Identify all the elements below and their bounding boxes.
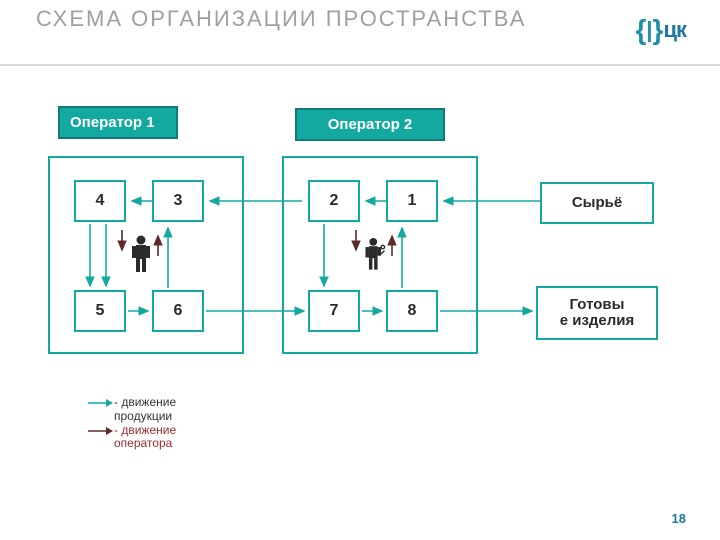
legend-product-text: - движение продукции <box>114 396 234 424</box>
legend-operator-arrow-icon <box>86 426 114 436</box>
legend-operator-text: - движение оператора <box>114 424 234 452</box>
legend-product-arrow-icon <box>86 398 114 408</box>
flow-arrows <box>0 0 720 540</box>
legend: - движение продукции - движение оператор… <box>86 396 234 447</box>
legend-row-product: - движение продукции <box>86 396 234 424</box>
page-number: 18 <box>672 511 686 526</box>
legend-row-operator: - движение оператора <box>86 424 234 452</box>
